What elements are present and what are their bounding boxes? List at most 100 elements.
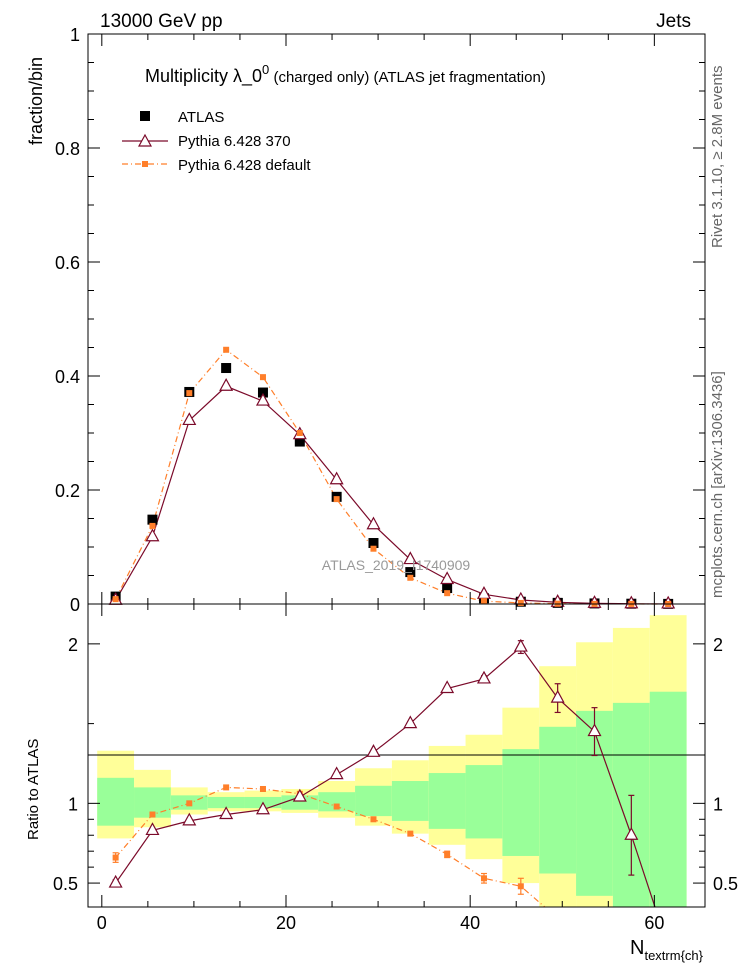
ratio-band-inner xyxy=(539,726,577,874)
data-point-atlas xyxy=(294,436,305,447)
ratio-point-pythia-default xyxy=(370,816,377,823)
ratio-point-pythia-370 xyxy=(182,812,197,826)
data-point-pythia-default xyxy=(186,390,193,397)
x-axis-label: Ntextrm{ch} xyxy=(630,937,704,963)
ratio-panel-series xyxy=(115,646,656,907)
ratio-panel-ticks: 0 20 40 60 0.5 0.5 1 1 2 2 xyxy=(53,604,738,933)
header-right-label: Jets xyxy=(656,11,691,32)
data-point-atlas xyxy=(147,514,158,525)
ratio-point-pythia-default xyxy=(259,785,266,792)
data-point-pythia-default xyxy=(296,430,303,436)
ratio-band-inner xyxy=(391,781,429,821)
y-tick-label-top: 0.2 xyxy=(55,481,80,501)
legend-marker-pythia-default xyxy=(142,161,148,167)
ratio-band-inner xyxy=(281,795,319,810)
data-point-pythia-370 xyxy=(366,516,381,530)
ratio-panel-frame xyxy=(87,603,706,908)
data-point-pythia-370 xyxy=(440,571,455,585)
x-tick-label: 60 xyxy=(644,913,664,933)
top-panel-markers xyxy=(108,346,676,609)
data-point-pythia-370 xyxy=(219,378,234,391)
y-tick-label-bottom-right: 2 xyxy=(713,635,723,655)
data-point-atlas xyxy=(221,363,232,374)
plot-title: Multiplicity λ_00 (charged only) (ATLAS … xyxy=(145,62,546,87)
ratio-point-pythia-370 xyxy=(587,723,602,737)
data-point-pythia-default xyxy=(517,599,524,606)
data-point-pythia-370 xyxy=(255,392,270,406)
ratio-point-pythia-370 xyxy=(513,638,528,652)
data-point-atlas xyxy=(257,387,268,398)
y-tick-label-bottom: 0.5 xyxy=(53,874,78,894)
plot-title-main: Multiplicity λ_0 xyxy=(145,66,262,87)
ratio-point-pythia-default xyxy=(223,784,230,791)
y-tick-label-top: 0.4 xyxy=(55,367,80,387)
ratio-point-pythia-370 xyxy=(219,806,234,820)
legend: ATLAS Pythia 6.428 370 Pythia 6.428 defa… xyxy=(122,109,311,174)
legend-label-atlas: ATLAS xyxy=(178,109,224,126)
legend-marker-pythia-370 xyxy=(137,133,153,147)
ratio-band-inner xyxy=(207,796,245,809)
ratio-point-pythia-default xyxy=(407,830,414,837)
legend-label-pythia-370: Pythia 6.428 370 xyxy=(178,133,291,150)
mcplots-label: mcplots.cern.ch [arXiv:1306.3436] xyxy=(709,371,726,598)
ratio-line-pythia-370 xyxy=(115,646,656,907)
header-left-label: 13000 GeV pp xyxy=(100,11,223,32)
ratio-point-pythia-default xyxy=(149,811,156,818)
ratio-band-inner xyxy=(355,785,392,817)
ratio-band-inner xyxy=(502,749,540,856)
ratio-point-pythia-370 xyxy=(440,680,455,694)
ratio-point-pythia-370 xyxy=(476,670,491,684)
x-axis-label-main: N xyxy=(630,937,644,959)
data-point-pythia-370 xyxy=(182,412,197,426)
data-point-pythia-default xyxy=(112,596,119,603)
ratio-point-pythia-default xyxy=(333,803,340,810)
x-axis-label-subscript: textrm{ch} xyxy=(644,948,703,963)
ratio-point-pythia-default xyxy=(444,851,451,858)
data-point-pythia-default xyxy=(149,522,156,529)
data-point-pythia-370 xyxy=(145,528,160,542)
ratio-band-inner xyxy=(97,777,135,826)
y-tick-label-bottom: 1 xyxy=(68,794,78,814)
ratio-point-pythia-370 xyxy=(550,689,565,703)
data-point-pythia-370 xyxy=(329,471,344,485)
ratio-point-pythia-default xyxy=(186,800,193,807)
ratio-band-inner xyxy=(465,765,503,839)
data-point-pythia-default xyxy=(370,545,377,552)
data-point-pythia-default xyxy=(259,374,266,381)
ratio-point-pythia-370 xyxy=(292,788,307,802)
legend-label-pythia-default: Pythia 6.428 default xyxy=(178,157,311,174)
x-tick-label: 40 xyxy=(460,913,480,933)
ratio-point-pythia-370 xyxy=(108,874,123,888)
ratio-panel-markers xyxy=(108,638,639,895)
top-panel-ticks: 0 0.2 0.4 0.6 0.8 1 xyxy=(55,25,705,615)
ratio-point-pythia-default xyxy=(480,875,487,882)
y-tick-label-bottom-right: 0.5 xyxy=(713,874,738,894)
ratio-point-pythia-370 xyxy=(403,715,418,729)
ratio-point-pythia-370 xyxy=(329,766,344,780)
ratio-band-inner xyxy=(428,773,466,829)
ratio-point-pythia-370 xyxy=(255,801,270,815)
y-tick-label-bottom-right: 1 xyxy=(713,794,723,814)
data-point-pythia-default xyxy=(333,496,340,503)
plot-title-rest: (charged only) (ATLAS jet fragmentation) xyxy=(269,69,546,86)
data-point-pythia-370 xyxy=(403,551,418,565)
data-point-pythia-default xyxy=(407,574,414,581)
y-axis-label-top: fraction/bin xyxy=(26,57,46,145)
rivet-version-label: Rivet 3.1.10, ≥ 2.8M events xyxy=(709,66,726,249)
ratio-uncertainty-bands xyxy=(97,615,687,907)
ratio-point-pythia-370 xyxy=(145,822,160,836)
data-point-atlas xyxy=(405,567,416,578)
data-point-pythia-default xyxy=(480,598,487,605)
ratio-band-inner xyxy=(318,792,356,812)
legend-marker-atlas xyxy=(140,111,150,121)
y-tick-label-top: 0 xyxy=(70,595,80,615)
y-tick-label-bottom: 2 xyxy=(68,635,78,655)
x-tick-label: 20 xyxy=(276,913,296,933)
ratio-band-inner xyxy=(649,691,687,907)
data-point-pythia-default xyxy=(444,590,451,597)
x-tick-label: 0 xyxy=(97,913,107,933)
y-tick-label-top: 1 xyxy=(70,25,80,45)
ratio-point-pythia-default xyxy=(112,854,119,861)
data-point-atlas xyxy=(442,583,453,594)
